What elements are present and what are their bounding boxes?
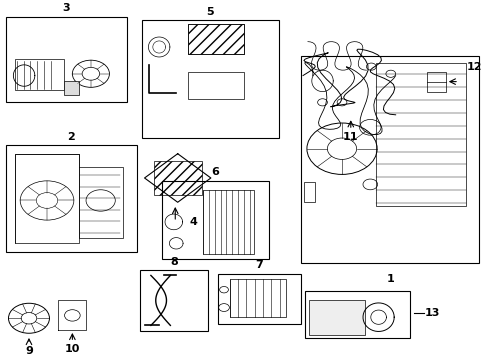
Bar xyxy=(64,81,79,95)
Bar xyxy=(300,56,478,263)
Text: 11: 11 xyxy=(343,132,358,141)
Text: 7: 7 xyxy=(255,260,263,270)
Text: 6: 6 xyxy=(211,167,219,177)
Bar xyxy=(140,270,207,331)
Bar xyxy=(188,72,244,99)
Bar xyxy=(304,181,314,202)
Bar xyxy=(5,145,137,252)
Text: 13: 13 xyxy=(424,308,439,318)
Bar xyxy=(142,20,278,138)
Text: 8: 8 xyxy=(169,257,177,266)
Bar xyxy=(15,154,79,243)
Text: 10: 10 xyxy=(64,343,80,354)
Text: 3: 3 xyxy=(62,3,70,13)
Bar xyxy=(15,59,64,90)
Bar xyxy=(308,300,364,335)
Text: 1: 1 xyxy=(386,274,394,284)
Bar xyxy=(154,161,201,195)
Bar xyxy=(375,63,466,206)
Bar xyxy=(188,24,244,54)
Bar xyxy=(5,17,127,102)
Bar xyxy=(161,181,268,259)
Text: 12: 12 xyxy=(466,62,481,72)
Text: 9: 9 xyxy=(25,346,33,356)
Bar xyxy=(427,72,445,91)
Bar xyxy=(203,190,254,254)
Text: 2: 2 xyxy=(67,132,75,141)
Text: 4: 4 xyxy=(189,217,197,227)
Text: 5: 5 xyxy=(206,6,214,17)
Bar xyxy=(79,167,122,238)
Bar xyxy=(229,279,285,317)
Bar xyxy=(305,292,409,338)
Bar xyxy=(188,24,244,54)
Bar xyxy=(217,274,300,324)
